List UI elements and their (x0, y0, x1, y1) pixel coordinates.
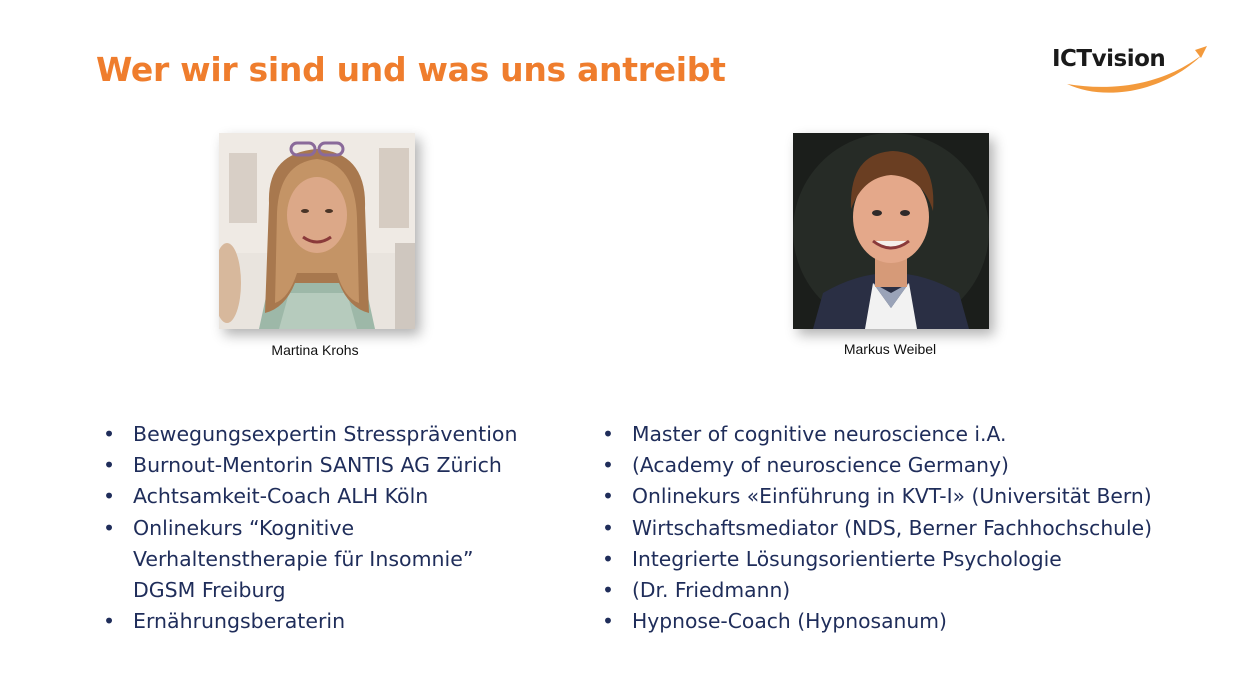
qualification-list-martina-krohs: Bewegungsexpertin Stressprävention Burno… (103, 419, 517, 638)
list-item: Onlinekurs «Einführung in KVT-I» (Univer… (602, 481, 1152, 512)
logo-text: ICTvision (1052, 46, 1166, 72)
list-item: (Academy of neuroscience Germany) (602, 450, 1152, 481)
list-item: Hypnose-Coach (Hypnosanum) (602, 606, 1152, 637)
list-item: Burnout-Mentorin SANTIS AG Zürich (103, 450, 517, 481)
caption-martina-krohs: Martina Krohs (271, 342, 359, 358)
portrait-martina-krohs (219, 133, 415, 329)
list-item: Ernährungsberaterin (103, 606, 517, 637)
list-item: Wirtschaftsmediator (NDS, Berner Fachhoc… (602, 513, 1152, 544)
list-item: Onlinekurs “Kognitive Verhaltenstherapie… (103, 513, 517, 607)
list-item: Master of cognitive neuroscience i.A. (602, 419, 1152, 450)
logo-swoosh-icon (1067, 46, 1207, 93)
list-item: Integrierte Lösungsorientierte Psycholog… (602, 544, 1152, 575)
list-item: Bewegungsexpertin Stressprävention (103, 419, 517, 450)
qualification-list-markus-weibel: Master of cognitive neuroscience i.A. (A… (602, 419, 1152, 638)
portrait-markus-weibel (793, 133, 989, 329)
ictvision-logo: ICTvision (1045, 40, 1210, 100)
list-item: Achtsamkeit-Coach ALH Köln (103, 481, 517, 512)
caption-markus-weibel: Markus Weibel (843, 341, 937, 357)
page-title: Wer wir sind und was uns antreibt (96, 50, 726, 89)
list-item: (Dr. Friedmann) (602, 575, 1152, 606)
